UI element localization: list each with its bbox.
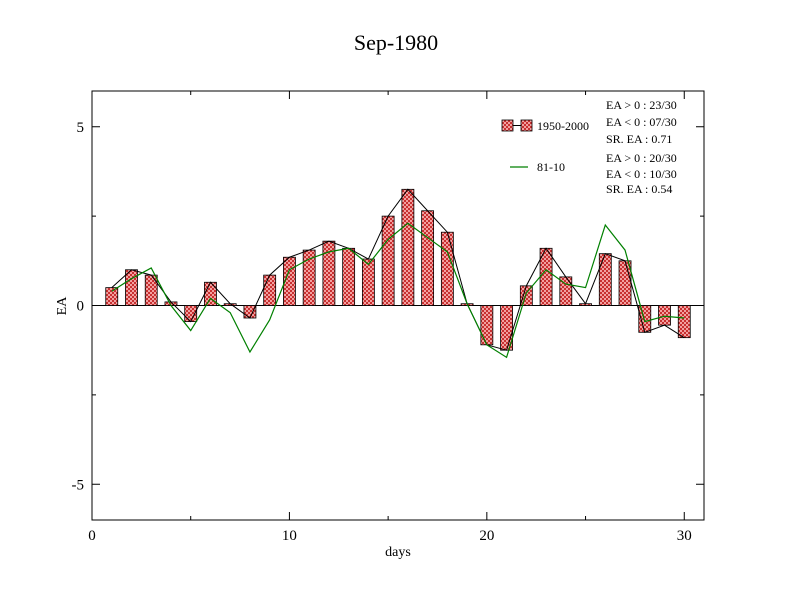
line-81-10 (111, 222, 685, 359)
x-tick-label: 10 (282, 528, 297, 544)
bar-day-13 (342, 247, 356, 306)
x-axis-label: days (385, 545, 411, 560)
bar-day-30 (677, 305, 691, 339)
annotation-1950-2000-ea-positive: EA > 0 : 23/30 (606, 98, 677, 112)
legend-swatch-1950-2000-right (520, 119, 533, 132)
legend-label-81-10: 81-10 (537, 160, 565, 174)
x-tick-label: 30 (677, 528, 692, 544)
legend-swatch-1950-2000-left (501, 119, 514, 132)
y-tick-label: 0 (77, 299, 85, 315)
bar-day-15 (381, 215, 395, 306)
bar-day-18 (440, 231, 454, 306)
bar-day-3 (144, 274, 158, 306)
x-tick-label: 20 (479, 528, 494, 544)
line-1950-2000 (111, 188, 685, 351)
bar-day-16 (401, 188, 415, 306)
legend: 1950-2000 81-10 EA > 0 : 23/30 EA < 0 : … (501, 98, 677, 196)
bar-day-20 (480, 305, 494, 346)
y-axis-label: EA (55, 296, 70, 316)
bar-day-17 (421, 210, 435, 306)
annotation-81-10-sr: SR. EA : 0.54 (606, 182, 672, 196)
bar-day-1 (105, 287, 119, 306)
annotation-81-10-ea-negative: EA < 0 : 10/30 (606, 167, 677, 181)
plot-area (92, 188, 704, 359)
bar-day-2 (125, 269, 138, 306)
bar-day-29 (658, 305, 671, 326)
annotation-1950-2000-sr: SR. EA : 0.71 (606, 132, 672, 146)
bar-day-26 (598, 253, 612, 306)
y-tick-label: 5 (77, 120, 85, 136)
bar-day-8 (243, 305, 257, 319)
chart-title: Sep-1980 (354, 30, 438, 55)
bar-day-9 (263, 274, 277, 306)
axes: 0 10 20 30 -5 0 5 (72, 91, 704, 544)
x-tick-label: 0 (88, 528, 96, 544)
bar-day-14 (361, 258, 375, 306)
annotation-1950-2000-ea-negative: EA < 0 : 07/30 (606, 115, 677, 129)
y-tick-label: -5 (72, 477, 85, 493)
legend-label-1950-2000: 1950-2000 (537, 119, 589, 133)
annotation-81-10-ea-positive: EA > 0 : 20/30 (606, 151, 677, 165)
